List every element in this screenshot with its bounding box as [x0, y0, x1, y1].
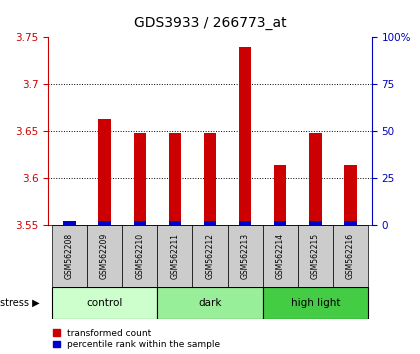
Bar — [263, 225, 298, 287]
Bar — [157, 225, 192, 287]
Bar — [63, 221, 76, 225]
Bar — [98, 221, 111, 225]
Bar — [309, 133, 322, 225]
Bar — [98, 119, 111, 225]
Text: GSM562211: GSM562211 — [171, 233, 179, 279]
Text: GSM562212: GSM562212 — [205, 233, 215, 279]
Bar — [204, 221, 216, 225]
Bar — [169, 133, 181, 225]
Bar — [52, 225, 87, 287]
Bar — [192, 225, 228, 287]
Bar — [134, 221, 146, 225]
Text: GSM562216: GSM562216 — [346, 233, 355, 279]
Text: GSM562213: GSM562213 — [241, 233, 249, 279]
Bar — [134, 133, 146, 225]
Bar — [228, 225, 263, 287]
Text: GSM562209: GSM562209 — [100, 233, 109, 279]
Bar — [169, 221, 181, 225]
Bar — [333, 225, 368, 287]
Bar — [309, 221, 322, 225]
Bar — [344, 165, 357, 225]
Bar — [157, 287, 263, 319]
Bar — [239, 221, 251, 225]
Text: control: control — [87, 298, 123, 308]
Legend: transformed count, percentile rank within the sample: transformed count, percentile rank withi… — [53, 329, 220, 349]
Text: dark: dark — [198, 298, 222, 308]
Text: GSM562215: GSM562215 — [311, 233, 320, 279]
Bar — [87, 225, 122, 287]
Bar — [52, 287, 157, 319]
Bar — [274, 221, 286, 225]
Text: high light: high light — [291, 298, 340, 308]
Bar — [239, 46, 251, 225]
Text: GSM562210: GSM562210 — [135, 233, 144, 279]
Text: GDS3933 / 266773_at: GDS3933 / 266773_at — [134, 16, 286, 30]
Bar — [274, 165, 286, 225]
Bar — [344, 221, 357, 225]
Bar — [204, 133, 216, 225]
Bar — [298, 225, 333, 287]
Text: stress ▶: stress ▶ — [0, 298, 40, 308]
Text: GSM562208: GSM562208 — [65, 233, 74, 279]
Text: GSM562214: GSM562214 — [276, 233, 285, 279]
Bar — [263, 287, 368, 319]
Bar — [122, 225, 157, 287]
